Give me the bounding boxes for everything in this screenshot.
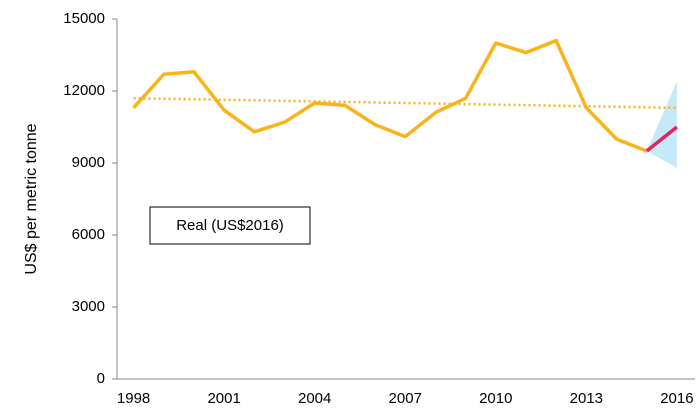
x-tick-label: 2007 bbox=[389, 390, 422, 407]
y-tick-label: 3000 bbox=[72, 298, 105, 315]
x-tick-label: 2013 bbox=[570, 390, 603, 407]
x-tick-label: 2010 bbox=[479, 390, 512, 407]
y-axis-label: US$ per metric tonne bbox=[23, 123, 40, 274]
y-tick-label: 9000 bbox=[72, 154, 105, 171]
x-tick-label: 2001 bbox=[207, 390, 240, 407]
y-tick-label: 0 bbox=[97, 370, 105, 387]
y-tick-label: 12000 bbox=[63, 82, 105, 99]
y-tick-label: 6000 bbox=[72, 226, 105, 243]
x-tick-label: 1998 bbox=[117, 390, 150, 407]
series-line bbox=[645, 125, 678, 153]
x-tick-label: 2016 bbox=[660, 390, 693, 407]
x-tick-label: 2004 bbox=[298, 390, 331, 407]
trend-line bbox=[133, 96, 677, 110]
legend-label: Real (US$2016) bbox=[176, 217, 284, 234]
y-tick-label: 15000 bbox=[63, 10, 105, 27]
forecast-band bbox=[646, 81, 677, 168]
legend-box bbox=[149, 206, 311, 245]
series-line bbox=[132, 38, 648, 153]
